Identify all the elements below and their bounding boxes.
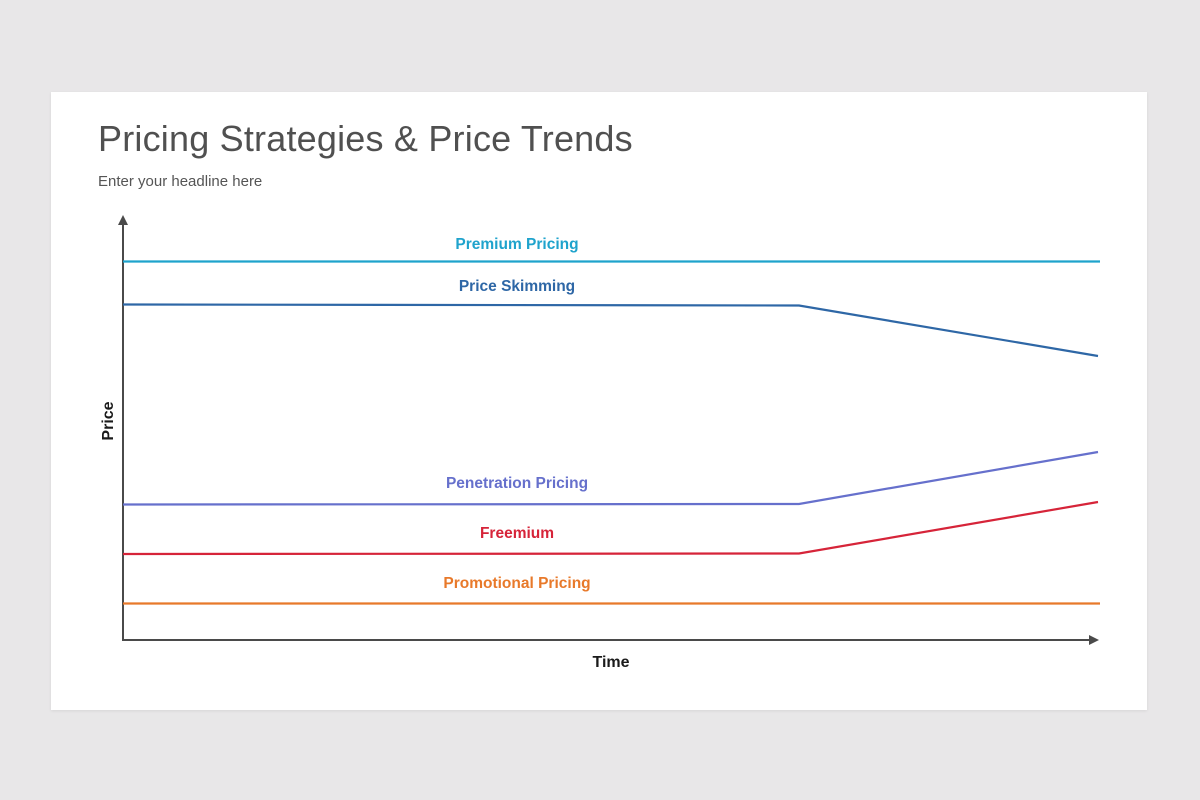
series-premium-pricing: Premium Pricing bbox=[123, 236, 1100, 263]
slide-title: Pricing Strategies & Price Trends bbox=[98, 118, 633, 159]
series-label: Price Skimming bbox=[459, 278, 575, 295]
series-label: Freemium bbox=[480, 525, 554, 542]
series-label: Premium Pricing bbox=[455, 236, 578, 253]
series-label: Promotional Pricing bbox=[443, 575, 590, 592]
series-price-skimming: Price Skimming bbox=[122, 278, 1099, 358]
y-axis-label: Price bbox=[100, 401, 117, 440]
slide-subtitle: Enter your headline here bbox=[98, 173, 263, 190]
pricing-line-chart: Price Time Premium Pricing Price Skimmin… bbox=[100, 215, 1100, 671]
series-penetration-pricing: Penetration Pricing bbox=[122, 450, 1099, 506]
series-freemium: Freemium bbox=[122, 500, 1099, 556]
slide-card: Pricing Strategies & Price Trends Enter … bbox=[51, 92, 1147, 710]
series-label: Penetration Pricing bbox=[446, 475, 588, 492]
series-promotional-pricing: Promotional Pricing bbox=[123, 575, 1100, 605]
x-axis-label: Time bbox=[592, 654, 629, 671]
